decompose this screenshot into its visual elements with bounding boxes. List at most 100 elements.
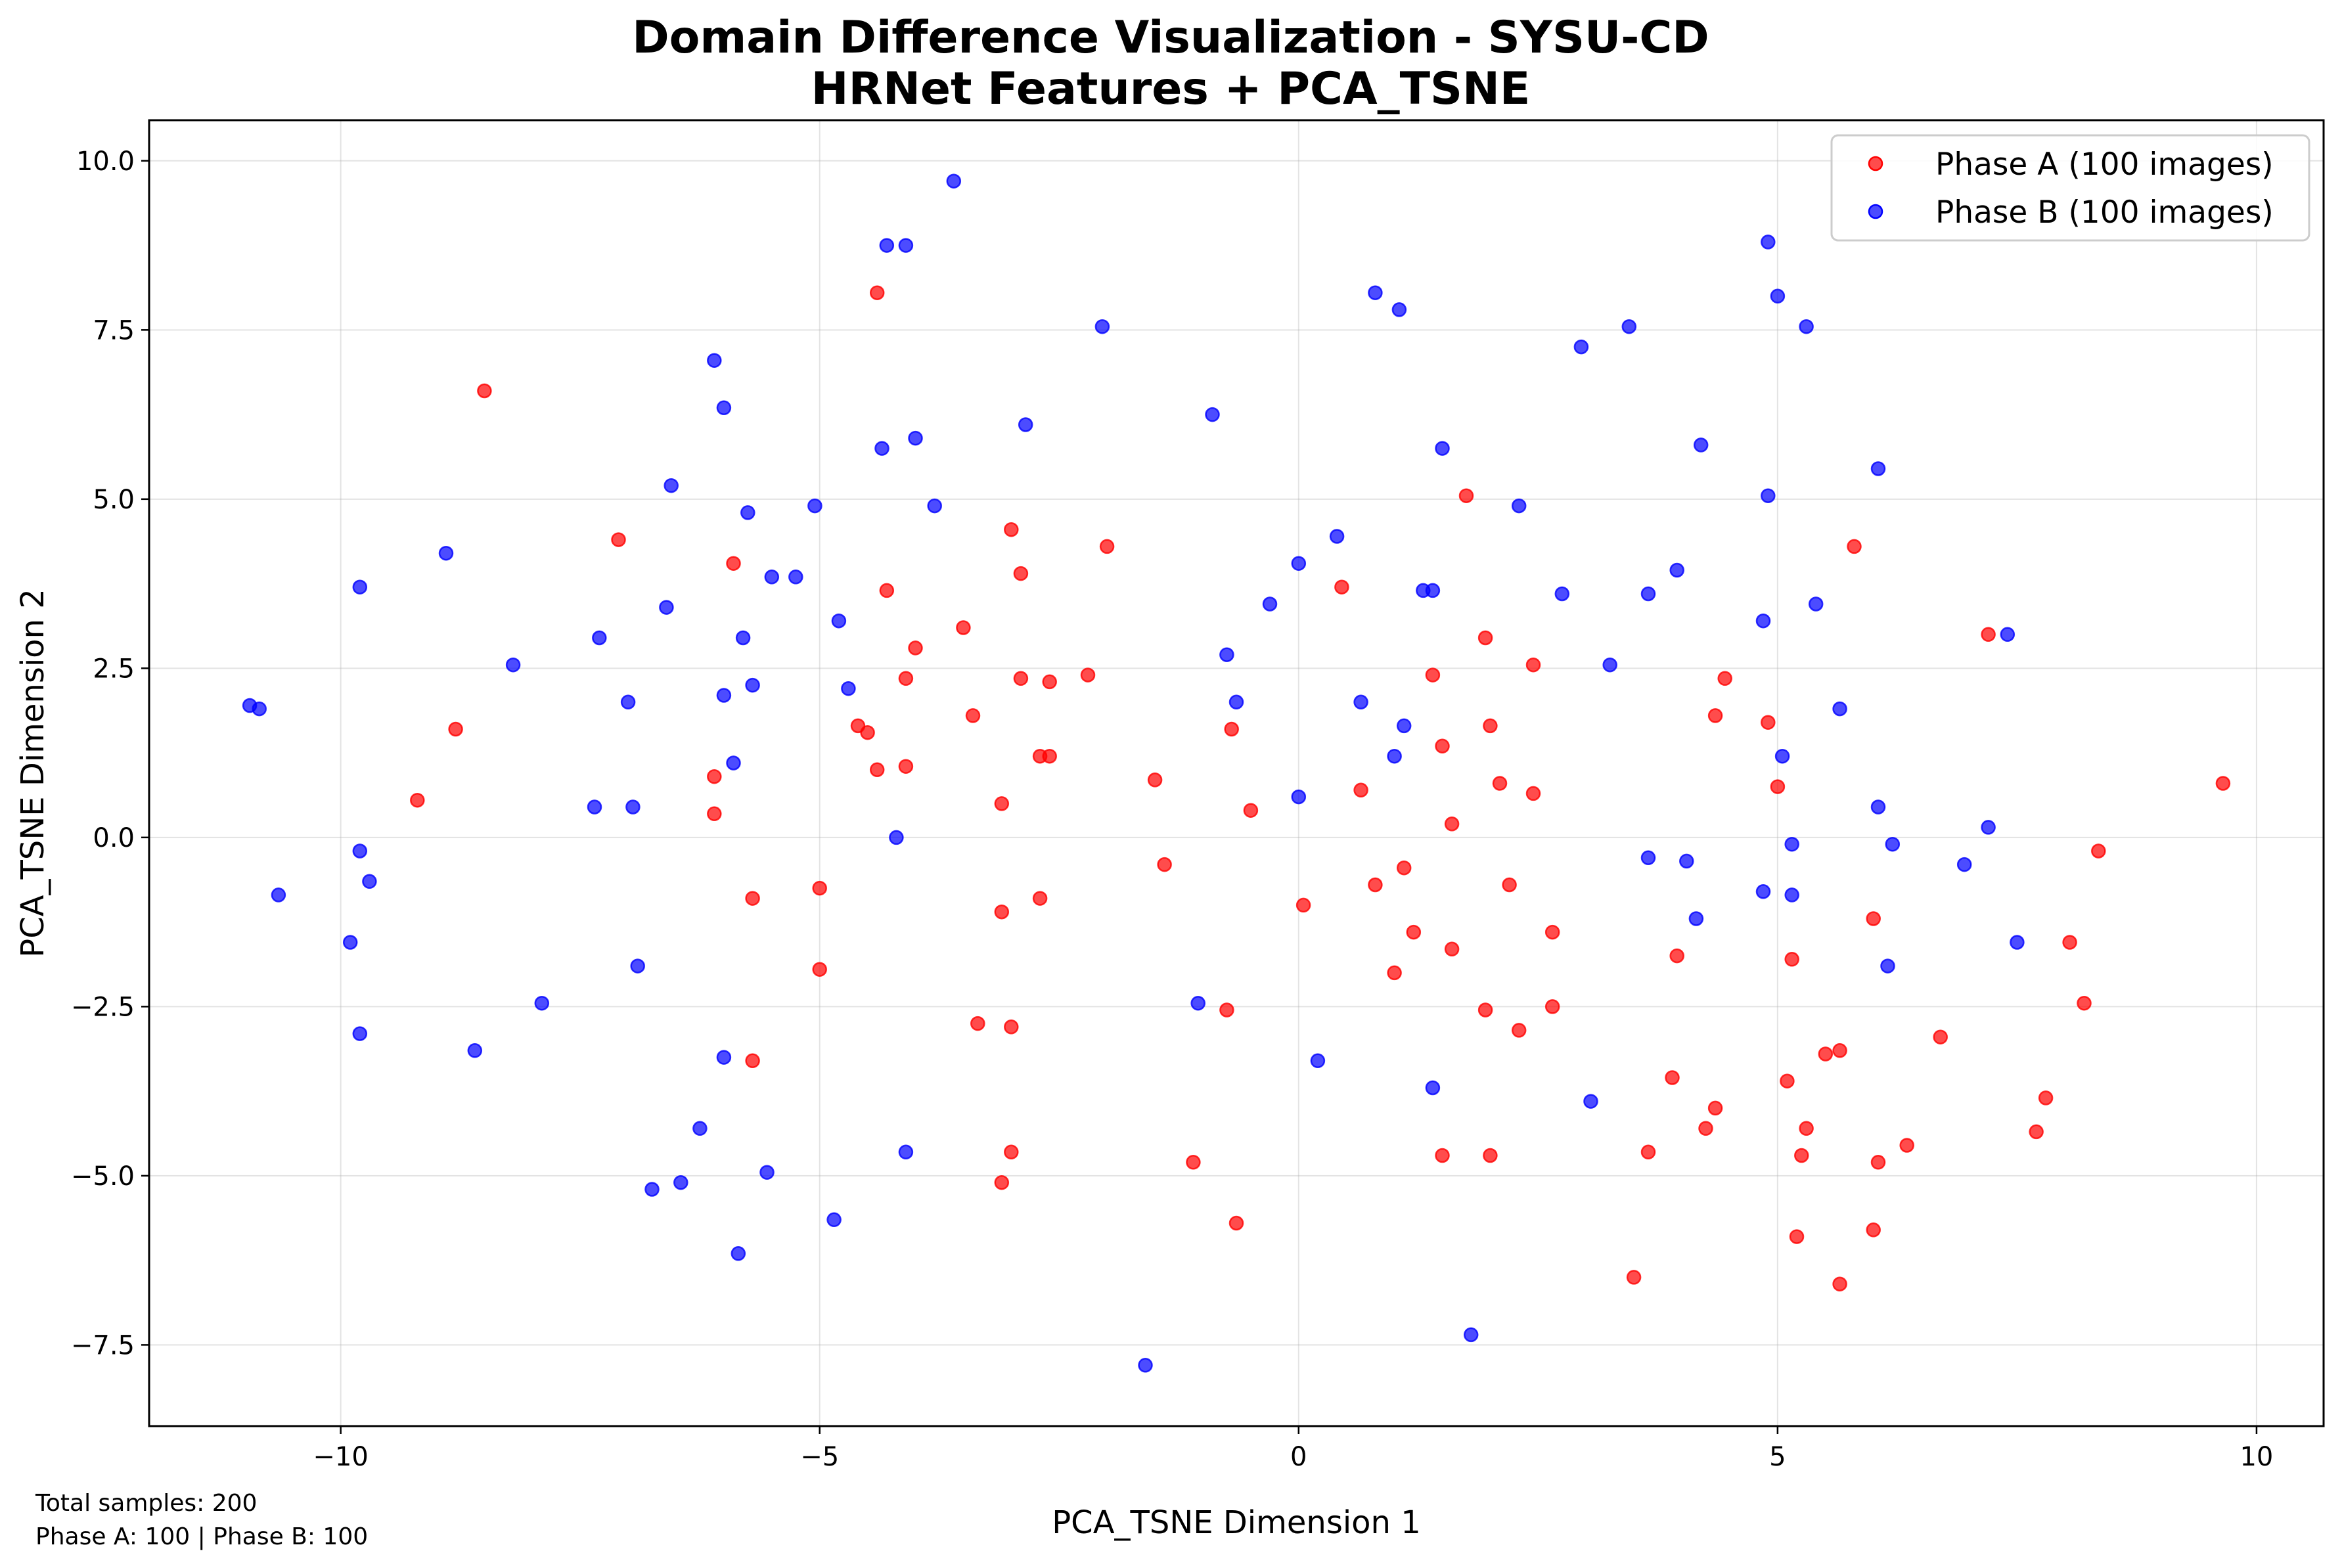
data-point-phase-a [1525, 657, 1541, 673]
y-tick-label: −5.0 [71, 1161, 135, 1192]
data-point-phase-a [1032, 891, 1048, 906]
data-point-phase-b [438, 545, 454, 561]
data-point-phase-a [1780, 1073, 1795, 1088]
data-point-phase-a [970, 1016, 985, 1031]
data-point-phase-a [956, 620, 971, 635]
data-point-phase-b [874, 441, 890, 456]
data-point-phase-b [1870, 461, 1886, 476]
data-point-phase-b [1885, 836, 1901, 852]
data-point-phase-b [1554, 586, 1570, 602]
data-point-phase-a [611, 532, 626, 547]
data-point-phase-b [1291, 556, 1307, 571]
data-point-phase-b [898, 238, 914, 253]
data-point-phase-b [1228, 694, 1244, 710]
data-point-phase-b [1956, 857, 1972, 872]
x-tick-label: −5 [800, 1442, 839, 1472]
data-point-phase-a [1042, 674, 1057, 690]
x-tick-label: −10 [313, 1442, 368, 1472]
y-tick-label: 2.5 [93, 654, 135, 684]
data-point-phase-a [1004, 1019, 1019, 1035]
series-phase-b [242, 173, 2025, 1373]
data-point-phase-a [1799, 1121, 1814, 1136]
data-point-phase-a [1866, 1222, 1881, 1238]
data-point-phase-b [592, 630, 607, 646]
data-point-phase-a [908, 640, 923, 656]
data-point-phase-a [1492, 776, 1508, 791]
data-point-phase-a [1870, 1155, 1886, 1170]
data-point-phase-b [271, 887, 286, 903]
data-point-phase-a [1396, 860, 1412, 876]
data-point-phase-a [812, 962, 827, 977]
data-point-phase-b [625, 799, 641, 815]
series-phase-a [410, 285, 2231, 1291]
data-point-phase-b [505, 657, 521, 673]
data-point-phase-b [1291, 789, 1307, 805]
data-point-phase-a [1525, 786, 1541, 801]
data-point-phase-b [731, 1246, 746, 1261]
data-point-phase-a [1669, 948, 1684, 964]
data-point-phase-a [1219, 1002, 1234, 1018]
legend-label-phase-a: Phase A (100 images) [1935, 146, 2274, 183]
data-point-phase-b [1018, 417, 1033, 432]
data-point-phase-b [1640, 850, 1656, 866]
data-point-phase-b [673, 1175, 688, 1190]
data-point-phase-a [1157, 857, 1172, 872]
data-point-phase-b [587, 799, 602, 815]
data-point-phase-a [1717, 671, 1732, 686]
data-point-phase-b [1602, 657, 1617, 673]
data-point-phase-b [1669, 562, 1684, 578]
data-point-phase-a [1981, 627, 1996, 642]
data-point-phase-a [1818, 1046, 1834, 1062]
x-axis-ticks: −10 −5 0 5 10 [313, 1426, 2273, 1472]
data-point-phase-a [898, 671, 914, 686]
data-point-phase-b [1219, 647, 1234, 662]
data-point-phase-a [1334, 579, 1349, 594]
data-point-phase-a [1004, 522, 1019, 537]
data-point-phase-a [1665, 1070, 1680, 1085]
data-point-phase-a [2077, 995, 2092, 1011]
data-point-phase-b [1387, 748, 1402, 764]
data-point-phase-b [1190, 995, 1205, 1011]
x-tick-label: 10 [2240, 1442, 2273, 1472]
data-point-phase-a [1847, 539, 1862, 554]
data-point-phase-a [1761, 715, 1776, 730]
data-point-phase-a [1353, 782, 1368, 798]
y-tick-label: 0.0 [93, 823, 135, 853]
data-point-phase-b [740, 505, 755, 520]
data-point-phase-a [1387, 965, 1402, 981]
data-point-phase-b [1138, 1358, 1153, 1373]
data-point-phase-b [716, 1050, 732, 1065]
data-point-phase-a [860, 725, 875, 740]
legend-marker-phase-b [1868, 204, 1883, 219]
data-point-phase-a [1004, 1144, 1019, 1160]
data-point-phase-a [812, 880, 827, 896]
data-point-phase-b [352, 579, 368, 594]
data-point-phase-a [1435, 1148, 1450, 1163]
plot-frame [148, 119, 2325, 1427]
data-point-phase-b [1435, 441, 1450, 456]
data-point-phase-a [1502, 877, 1517, 893]
data-point-phase-a [1899, 1138, 1914, 1153]
data-point-phase-b [946, 173, 962, 189]
data-point-phase-a [1789, 1229, 1805, 1244]
data-point-phase-a [1477, 630, 1493, 646]
data-point-phase-b [2010, 935, 2025, 950]
data-point-phase-b [879, 238, 895, 253]
data-point-phase-b [342, 935, 358, 950]
data-point-phase-a [1544, 999, 1560, 1014]
data-point-phase-b [1808, 596, 1824, 612]
data-point-phase-a [2091, 843, 2106, 859]
data-point-phase-b [826, 1212, 842, 1228]
legend-box [1830, 134, 2310, 242]
data-point-phase-b [1870, 799, 1886, 815]
data-point-phase-b [889, 830, 904, 845]
x-tick-label: 5 [1769, 1442, 1786, 1472]
data-point-phase-b [707, 353, 722, 368]
data-point-phase-a [1483, 1148, 1498, 1163]
data-point-phase-b [1799, 319, 1814, 334]
data-point-phase-b [664, 478, 679, 493]
data-point-phase-b [1310, 1053, 1326, 1069]
data-point-phase-b [644, 1182, 660, 1197]
data-point-phase-a [994, 796, 1010, 811]
data-point-phase-a [1770, 779, 1786, 794]
